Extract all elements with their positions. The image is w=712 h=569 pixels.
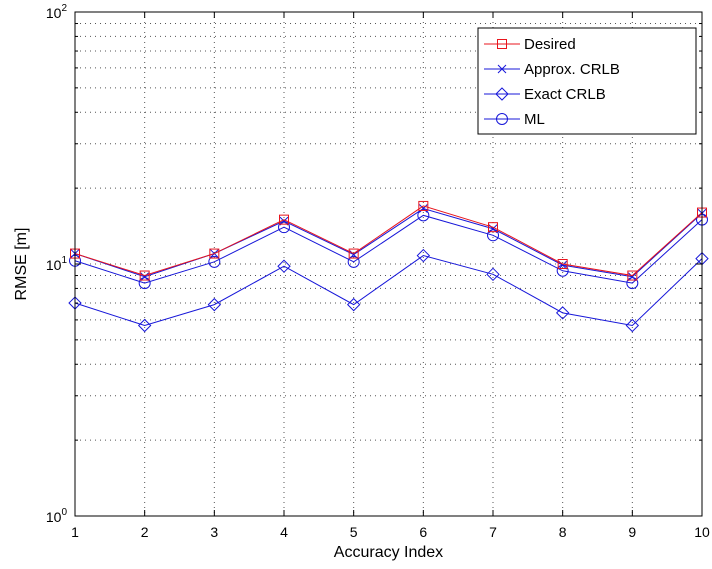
series-line-exact-crlb bbox=[74, 255, 703, 327]
x-tick-label: 7 bbox=[489, 524, 497, 540]
data-point-ml bbox=[417, 209, 430, 222]
data-point-desired bbox=[209, 248, 220, 259]
legend-marker-ml bbox=[496, 113, 508, 125]
series-line-ml bbox=[74, 214, 703, 284]
legend-label-exact-crlb: Exact CRLB bbox=[524, 86, 606, 103]
x-tick-label: 3 bbox=[210, 524, 218, 540]
data-point-ml bbox=[626, 277, 639, 290]
x-tick-label: 1 bbox=[71, 524, 79, 540]
data-point-desired bbox=[418, 200, 429, 211]
data-point-exact-crlb bbox=[207, 297, 222, 312]
data-point-desired bbox=[348, 248, 359, 259]
x-tick-label: 4 bbox=[280, 524, 288, 540]
data-point-ml bbox=[347, 255, 360, 268]
x-axis-label: Accuracy Index bbox=[334, 544, 443, 561]
x-tick-label: 5 bbox=[350, 524, 358, 540]
legend: Desired Approx. CRLB Exact CRLB ML bbox=[477, 27, 697, 135]
y-axis-label: RMSE [m] bbox=[13, 228, 30, 301]
y-tick-label: 101 bbox=[46, 255, 68, 273]
data-point-ml bbox=[487, 229, 499, 242]
legend-label-ml: ML bbox=[524, 111, 545, 128]
data-point-approx-crlb bbox=[418, 204, 428, 213]
data-point-exact-crlb bbox=[486, 267, 500, 282]
legend-marker-desired bbox=[497, 39, 507, 49]
data-point-desired bbox=[557, 259, 568, 269]
data-point-exact-crlb bbox=[555, 306, 570, 320]
data-point-desired bbox=[279, 214, 289, 225]
y-tick-label: 102 bbox=[46, 3, 68, 21]
legend-marker-approx-crlb bbox=[497, 64, 507, 74]
data-point-exact-crlb bbox=[137, 318, 152, 333]
data-point-approx-crlb bbox=[627, 272, 637, 282]
legend-box bbox=[477, 27, 697, 135]
data-point-exact-crlb bbox=[416, 248, 431, 263]
x-tick-label: 10 bbox=[694, 524, 710, 540]
legend-label-approx-crlb: Approx. CRLB bbox=[524, 61, 620, 78]
grid-lines bbox=[75, 12, 702, 516]
data-point-exact-crlb bbox=[346, 297, 361, 312]
legend-label-desired: Desired bbox=[524, 36, 576, 53]
series-line-desired bbox=[74, 205, 703, 277]
y-tick-label: 100 bbox=[46, 507, 68, 525]
data-point-ml bbox=[138, 277, 151, 290]
x-tick-label: 6 bbox=[419, 524, 427, 540]
plot-area-border bbox=[74, 11, 703, 517]
data-point-desired bbox=[488, 222, 498, 233]
series-line-approx-crlb bbox=[74, 207, 703, 278]
data-point-exact-crlb bbox=[277, 259, 291, 273]
data-point-approx-crlb bbox=[140, 272, 150, 282]
x-tick-label: 8 bbox=[559, 524, 567, 540]
x-tick-label: 2 bbox=[141, 524, 149, 540]
data-point-desired bbox=[627, 270, 638, 281]
x-tick-label: 9 bbox=[628, 524, 636, 540]
data-point-desired bbox=[139, 270, 150, 281]
series-lines bbox=[68, 200, 709, 333]
data-point-exact-crlb bbox=[625, 318, 640, 333]
data-point-ml bbox=[208, 255, 221, 268]
legend-marker-exact-crlb bbox=[495, 87, 509, 101]
